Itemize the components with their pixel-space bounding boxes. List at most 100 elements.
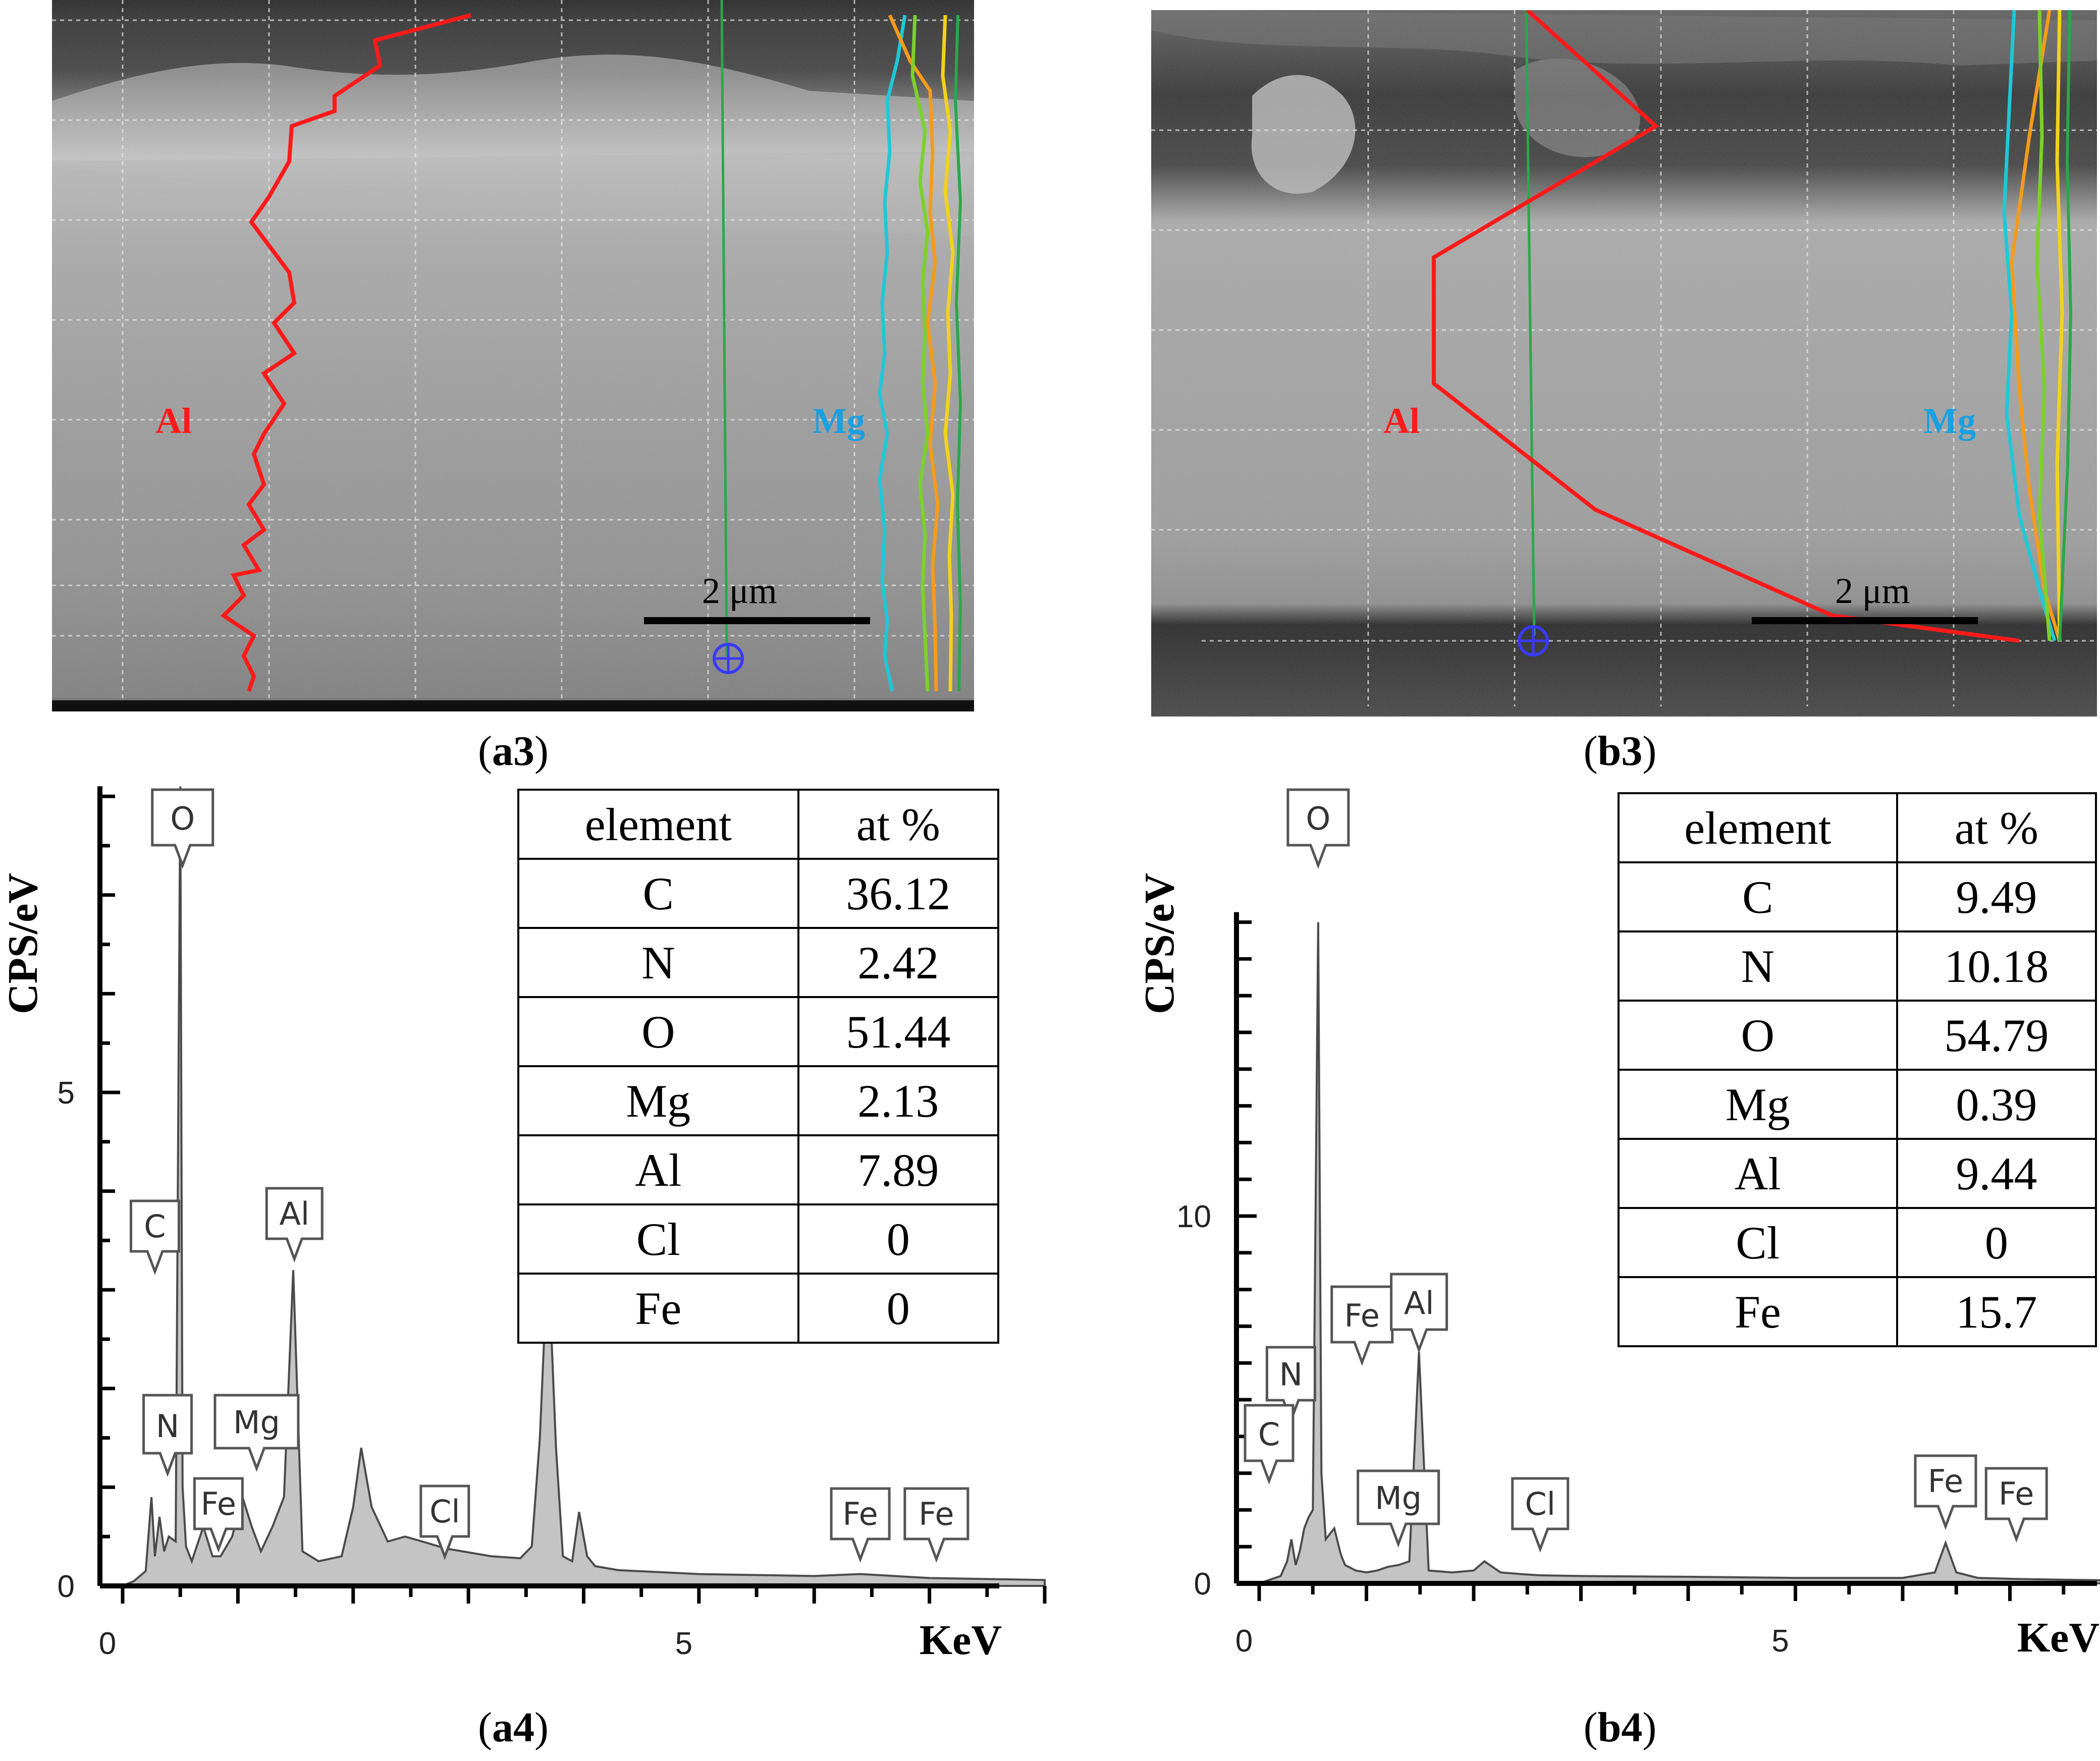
sem-a3-scan-line bbox=[720, 0, 728, 656]
sem-b3-grid bbox=[1151, 10, 2097, 706]
table-cell: 9.49 bbox=[1896, 861, 2097, 932]
table-cell: 51.44 bbox=[797, 996, 1000, 1067]
eds-table-a4: element at % C 36.12 N 2.42 O 51.44 Mg 2.13 Al 7.89… bbox=[517, 789, 1000, 1344]
table-cell: O bbox=[517, 996, 799, 1067]
svg-text:Cl: Cl bbox=[1525, 1485, 1555, 1522]
sem-b3-trace-yellow bbox=[2055, 10, 2064, 641]
a4-peak-label-fe: Fe bbox=[193, 1477, 244, 1553]
table-cell: 0 bbox=[1896, 1207, 2097, 1278]
table-row: Mg 0.39 bbox=[1618, 1069, 2097, 1140]
a4-peak-label-al: Al bbox=[265, 1187, 324, 1263]
b4-peak-label-c: C bbox=[1244, 1404, 1295, 1485]
table-header-cell: element bbox=[517, 789, 799, 860]
svg-text:Fe: Fe bbox=[842, 1496, 878, 1532]
a4-ytick-label: 0 bbox=[58, 1569, 75, 1604]
b4-xlabel: KeV bbox=[2017, 1614, 2099, 1661]
a4-ytick-label: 5 bbox=[58, 1076, 75, 1111]
svg-text:O: O bbox=[1306, 800, 1330, 837]
sem-a3-trace-yellow bbox=[941, 15, 955, 692]
table-row: C 9.49 bbox=[1618, 861, 2097, 932]
table-cell: O bbox=[1618, 1000, 1898, 1071]
table-cell: Cl bbox=[517, 1203, 799, 1275]
sem-a3-al-profile bbox=[220, 13, 472, 692]
b4-xtick-label: 0 bbox=[1235, 1624, 1253, 1659]
caption-b3: (b3) bbox=[1583, 728, 1657, 775]
svg-text:Cl: Cl bbox=[429, 1493, 460, 1530]
sem-b3-svg: Al Mg 2 μm bbox=[1151, 10, 2097, 717]
caption-a4: (a4) bbox=[478, 1704, 549, 1751]
sem-a3-trace-darkgreen bbox=[953, 15, 962, 692]
table-row: N 10.18 bbox=[1618, 930, 2097, 1002]
a4-ylabel: CPS/eV bbox=[0, 873, 46, 1014]
sem-b3-scale-label: 2 μm bbox=[1835, 571, 1910, 611]
sem-image-b3: Al Mg 2 μm bbox=[1151, 10, 2097, 717]
svg-text:Mg: Mg bbox=[1375, 1480, 1422, 1517]
a4-xtick-label: 5 bbox=[675, 1626, 692, 1661]
table-row: Fe 0 bbox=[517, 1273, 1000, 1344]
a4-xtick-label: 0 bbox=[99, 1626, 116, 1661]
sem-a3-trace-orange bbox=[888, 14, 940, 692]
table-cell: 2.13 bbox=[797, 1065, 1000, 1136]
svg-text:Fe: Fe bbox=[201, 1485, 236, 1522]
table-row: O 54.79 bbox=[1618, 1000, 2097, 1071]
sem-a3-scale-bar bbox=[644, 617, 870, 624]
a4-peak-label-n: N bbox=[142, 1394, 193, 1477]
table-cell: N bbox=[517, 927, 799, 998]
table-header-cell: element bbox=[1618, 792, 1898, 863]
svg-text:Al: Al bbox=[1404, 1285, 1434, 1322]
table-row: Fe 15.7 bbox=[1618, 1276, 2097, 1347]
sem-b3-mg-profile bbox=[2002, 10, 2057, 642]
table-header-cell: at % bbox=[797, 789, 1000, 860]
b4-peak-label-o: O bbox=[1286, 788, 1350, 869]
a4-spectrum-area bbox=[122, 786, 1046, 1587]
sem-b3-al-label: Al bbox=[1383, 401, 1420, 441]
svg-text:N: N bbox=[1279, 1356, 1303, 1393]
svg-text:Fe: Fe bbox=[1928, 1463, 1963, 1500]
sem-image-a3: Al Mg 2 μm bbox=[52, 0, 974, 711]
table-row: Cl 0 bbox=[517, 1203, 1000, 1275]
table-row: C 36.12 bbox=[517, 858, 1000, 929]
table-cell: 36.12 bbox=[797, 858, 1000, 929]
table-cell: 15.7 bbox=[1896, 1276, 2097, 1347]
a4-peak-label-fe: Fe bbox=[830, 1487, 891, 1563]
table-row: Mg 2.13 bbox=[517, 1065, 1000, 1136]
table-row: O 51.44 bbox=[517, 996, 1000, 1067]
table-cell: C bbox=[517, 858, 799, 929]
a4-peak-label-cl: Cl bbox=[419, 1484, 470, 1561]
b4-peak-label-fe: Fe bbox=[1984, 1467, 2048, 1543]
table-cell: 0 bbox=[797, 1203, 1000, 1275]
svg-text:O: O bbox=[170, 800, 195, 837]
sem-b3-al-profile bbox=[1432, 10, 2020, 643]
table-cell: 9.44 bbox=[1896, 1138, 2097, 1209]
table-cell: 0.39 bbox=[1896, 1069, 2097, 1140]
b4-ytick-label: 10 bbox=[1176, 1199, 1211, 1234]
table-cell: Al bbox=[517, 1134, 799, 1205]
table-cell: 2.42 bbox=[797, 927, 1000, 998]
caption-b4: (b4) bbox=[1583, 1704, 1657, 1751]
table-cell: Mg bbox=[517, 1065, 799, 1136]
table-cell: 7.89 bbox=[797, 1134, 1000, 1205]
a4-peak-label-fe: Fe bbox=[903, 1487, 970, 1563]
b4-peak-label-al: Al bbox=[1390, 1273, 1448, 1354]
table-row: Al 7.89 bbox=[517, 1134, 1000, 1205]
table-cell: Al bbox=[1618, 1138, 1898, 1209]
b4-spectrum-area bbox=[1259, 922, 2100, 1584]
table-cell: 0 bbox=[797, 1273, 1000, 1344]
table-row: N 2.42 bbox=[517, 927, 1000, 998]
svg-text:Mg: Mg bbox=[233, 1404, 280, 1441]
svg-text:Fe: Fe bbox=[1344, 1297, 1380, 1334]
sem-b3-trace-darkgreen bbox=[2058, 10, 2073, 641]
sem-b3-scan-line bbox=[1525, 10, 1536, 636]
a4-peak-label-o: O bbox=[151, 788, 214, 869]
a4-peak-label-mg: Mg bbox=[213, 1394, 300, 1472]
table-cell: 10.18 bbox=[1896, 930, 2097, 1002]
a4-xlabel: KeV bbox=[920, 1617, 1002, 1664]
svg-text:Fe: Fe bbox=[919, 1496, 954, 1532]
svg-text:Al: Al bbox=[279, 1195, 309, 1232]
sem-a3-trace-green bbox=[910, 15, 930, 692]
sem-b3-mg-label: Mg bbox=[1923, 401, 1976, 441]
b4-xtick-label: 5 bbox=[1771, 1624, 1789, 1659]
table-cell: Fe bbox=[517, 1273, 799, 1344]
